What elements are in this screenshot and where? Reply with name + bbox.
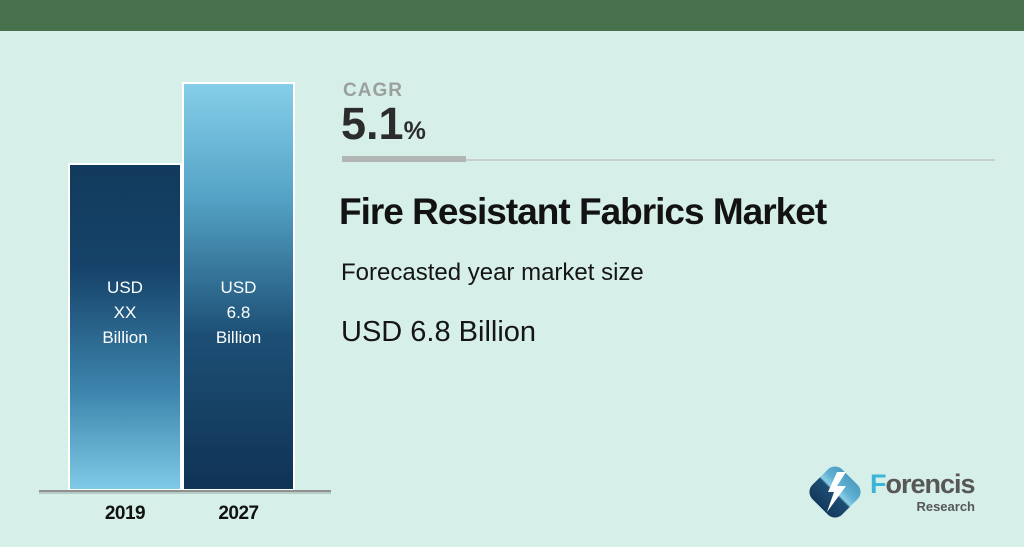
- cagr-value: 5.1%: [341, 101, 426, 146]
- bar-2027-label-line2: 6.8: [226, 303, 251, 322]
- cagr-percent-sign: %: [403, 117, 426, 145]
- brand-initial: F: [870, 469, 886, 499]
- brand-subtext: Research: [916, 499, 975, 514]
- bar-2027-label-line1: USD: [220, 278, 257, 297]
- market-size-value: USD 6.8 Billion: [341, 316, 537, 348]
- brand-rest: orencis: [885, 469, 976, 499]
- subtitle: Forecasted year market size: [341, 259, 644, 286]
- bar-2019-label-line3: Billion: [102, 328, 148, 347]
- bar-2027-value-label: USD 6.8 Billion: [184, 275, 293, 350]
- x-axis-line: [39, 490, 331, 492]
- cagr-number: 5.1: [341, 98, 404, 149]
- page-title: Fire Resistant Fabrics Market: [339, 191, 827, 232]
- forencis-research-logo: Forencis Research: [800, 453, 990, 533]
- divider-line: [342, 159, 995, 161]
- bar-2027-label-line3: Billion: [215, 328, 262, 347]
- brand-name: Forencis: [870, 469, 976, 500]
- bar-2019-value-label: USD XX Billion: [70, 275, 180, 350]
- bar-2027: USD 6.8 Billion: [182, 82, 295, 491]
- x-tick-2019: 2019: [104, 503, 146, 524]
- bar-2019-label-line1: USD: [107, 278, 143, 297]
- bar-2019-label-line2: XX: [113, 303, 137, 322]
- top-bar: [0, 0, 1024, 31]
- bar-chart: USD XX Billion USD 6.8 Billion 2019 2027: [0, 31, 340, 547]
- cagr-label: CAGR: [343, 80, 403, 101]
- x-tick-2027: 2027: [218, 503, 259, 524]
- bar-2019: USD XX Billion: [68, 163, 182, 491]
- divider-accent-segment: [342, 156, 466, 162]
- forencis-diamond-icon: [809, 466, 861, 518]
